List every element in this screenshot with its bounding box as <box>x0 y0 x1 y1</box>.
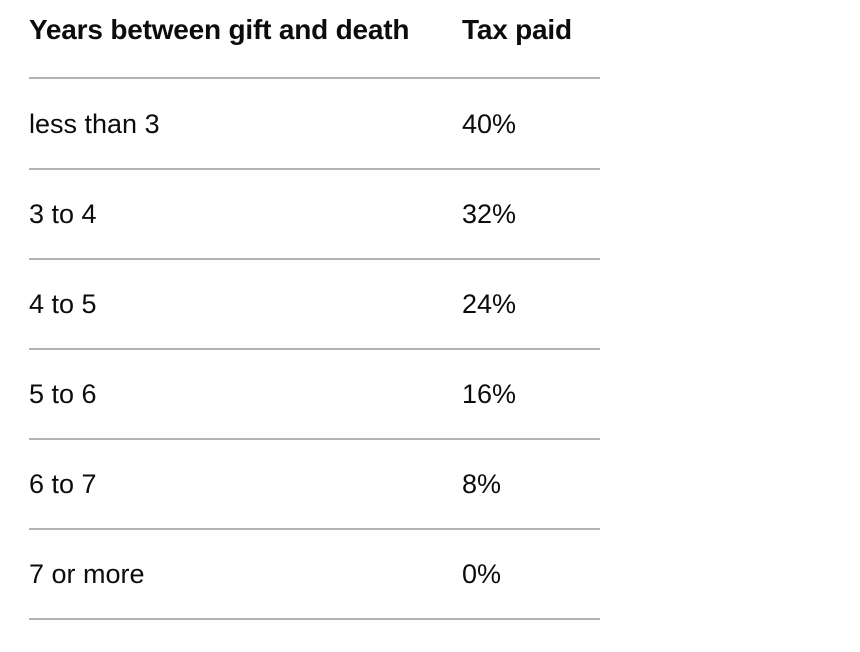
years-cell: less than 3 <box>29 108 160 139</box>
tax-paid-cell: 24% <box>462 289 517 319</box>
table-header-row: Years between gift and death Tax paid <box>29 0 600 79</box>
tax-paid-cell: 8% <box>462 469 502 499</box>
table-row: 4 to 5 24% <box>29 260 600 350</box>
table-row: 5 to 6 16% <box>29 350 600 440</box>
tax-paid-cell: 0% <box>462 559 502 589</box>
table-row: less than 3 40% <box>29 79 600 170</box>
years-cell: 4 to 5 <box>29 289 97 319</box>
table-row: 7 or more 0% <box>29 530 600 620</box>
table-row: 6 to 7 8% <box>29 440 600 530</box>
years-cell: 7 or more <box>29 559 145 589</box>
taper-relief-table: Years between gift and death Tax paid le… <box>29 0 600 620</box>
column-header-tax-paid: Tax paid <box>462 14 572 45</box>
years-cell: 3 to 4 <box>29 199 97 229</box>
tax-paid-cell: 40% <box>462 108 517 139</box>
years-cell: 6 to 7 <box>29 469 97 499</box>
table-row: 3 to 4 32% <box>29 170 600 260</box>
years-cell: 5 to 6 <box>29 379 97 409</box>
tax-paid-cell: 16% <box>462 379 517 409</box>
column-header-years: Years between gift and death <box>29 14 410 45</box>
tax-paid-cell: 32% <box>462 199 517 229</box>
